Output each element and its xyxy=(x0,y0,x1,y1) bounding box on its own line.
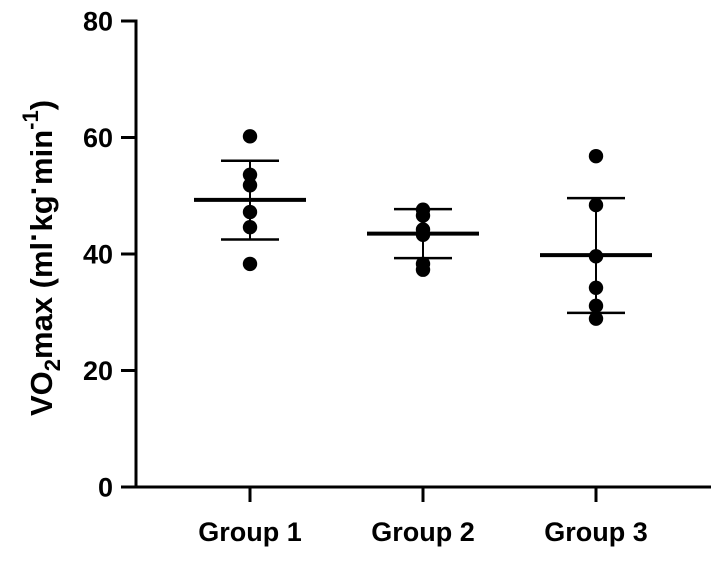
y-tick-label: 40 xyxy=(83,240,113,270)
x-tick-label: Group 2 xyxy=(371,517,475,547)
x-axis: Group 1 Group 2 Group 3 xyxy=(134,485,711,547)
data-point xyxy=(588,280,604,295)
data-point xyxy=(242,256,258,272)
data-point xyxy=(415,262,431,277)
data-point xyxy=(415,227,431,242)
data-point xyxy=(588,148,604,164)
x-tick-label: Group 3 xyxy=(544,517,648,547)
y-tick-label: 20 xyxy=(83,356,113,386)
data-point xyxy=(588,249,604,264)
y-axis: 0 20 40 60 80 xyxy=(83,7,138,503)
y-axis-label: VO2max (ml·kg·min-1) xyxy=(16,100,65,416)
y-tick-label: 0 xyxy=(98,473,113,503)
group-1 xyxy=(194,129,306,272)
group-2 xyxy=(367,202,479,277)
data-point xyxy=(242,129,258,144)
data-point xyxy=(415,208,431,223)
data-point xyxy=(242,220,258,235)
x-tick-label: Group 1 xyxy=(198,517,302,547)
data-point xyxy=(588,298,604,314)
data-point xyxy=(242,167,258,182)
data-point xyxy=(588,197,604,213)
data-point xyxy=(242,178,258,193)
data-point xyxy=(588,311,604,326)
group-3 xyxy=(540,148,652,326)
y-tick-label: 60 xyxy=(83,123,113,153)
plot-area xyxy=(194,129,652,326)
y-tick-label: 80 xyxy=(83,7,113,37)
data-point xyxy=(242,204,258,220)
